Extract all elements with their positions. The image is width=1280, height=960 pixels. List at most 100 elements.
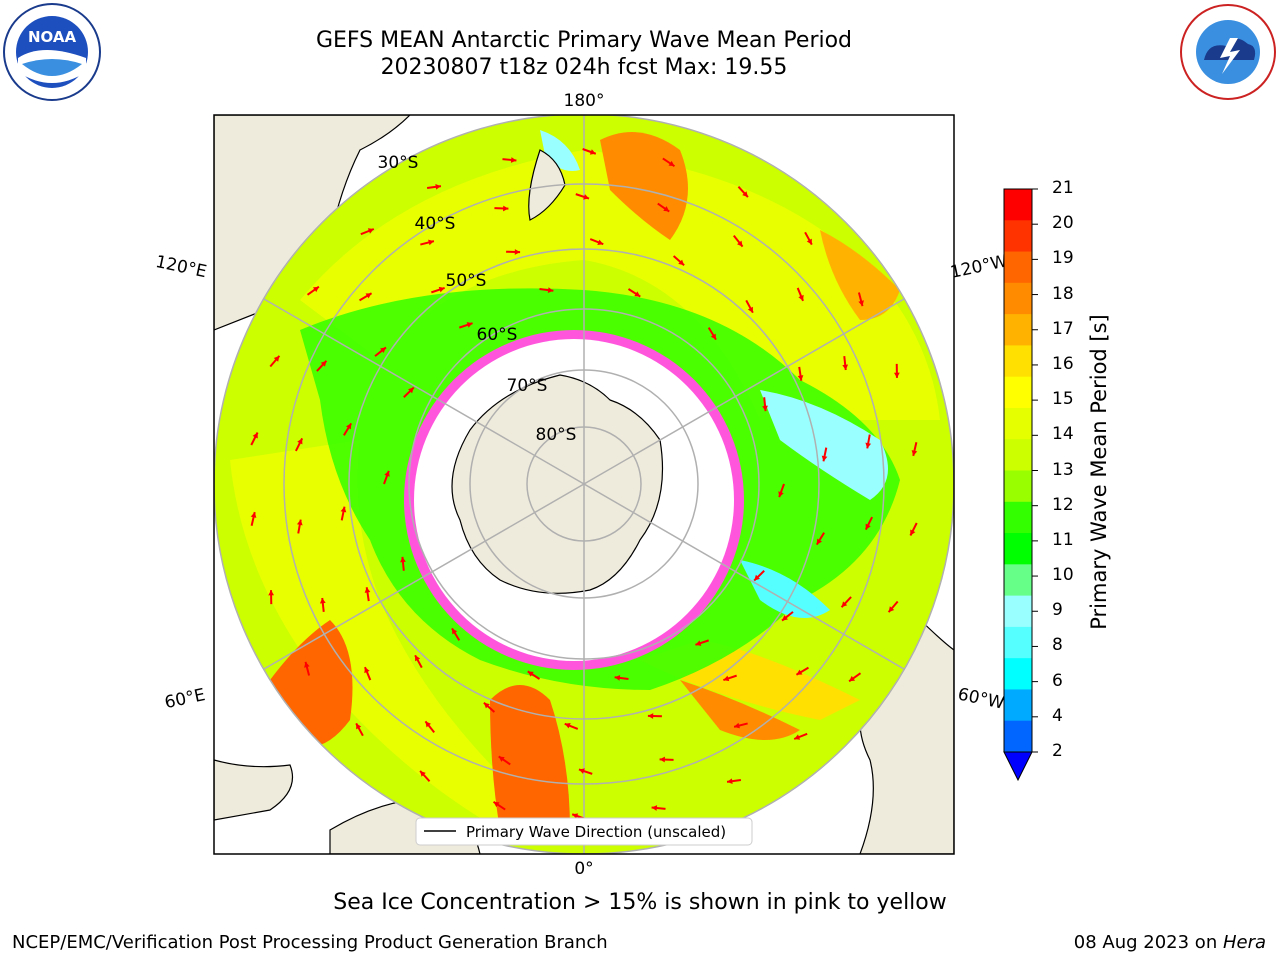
colorbar-title: Primary Wave Mean Period [s] — [1087, 314, 1111, 630]
wave-arrow-head — [345, 423, 352, 430]
wave-arrow-head — [420, 770, 426, 777]
colorbar-tick-label: 10 — [1052, 565, 1074, 586]
chart-title: GEFS MEAN Antarctic Primary Wave Mean Pe… — [315, 28, 853, 53]
wave-arrow-head — [466, 322, 473, 328]
wave-arrow-head — [578, 768, 585, 774]
wave-arrow-head — [320, 360, 327, 367]
wave-arrow-head — [498, 756, 505, 762]
wave-arrow-head — [806, 238, 812, 245]
wave-arrow-head — [597, 239, 604, 245]
wave-arrow-head — [514, 249, 521, 255]
colorbar-segment — [1004, 282, 1032, 315]
wave-arrow-head — [762, 405, 768, 412]
wave-arrow-head — [572, 813, 579, 819]
wave-arrow-head — [273, 355, 280, 362]
wave-arrow-head — [651, 805, 658, 811]
wave-arrow-head — [821, 455, 828, 462]
colorbar-segment — [1004, 376, 1032, 409]
wave-arrow-head — [589, 149, 596, 155]
wave-arrow-head — [503, 205, 509, 212]
lat-label-80s: 80°S — [536, 425, 577, 445]
wave-arrow-head — [510, 157, 517, 163]
wave-arrow-head — [797, 375, 804, 381]
lon-label-120e: 120°E — [154, 252, 209, 282]
legend-label: Primary Wave Direction (unscaled) — [466, 823, 726, 841]
colorbar-segment — [1004, 720, 1032, 753]
wave-arrow-head — [438, 286, 445, 293]
wave-arrow-head — [365, 293, 372, 299]
wave-arrow-head — [668, 160, 675, 167]
colorbar-tick-label: 13 — [1052, 459, 1074, 480]
colorbar-segment — [1004, 658, 1032, 690]
footer-date: 08 Aug 2023 on Hera — [1074, 932, 1266, 953]
wave-arrow-head — [727, 778, 733, 785]
wave-arrow-head — [384, 470, 390, 477]
colorbar-tick-label: 14 — [1052, 424, 1074, 445]
wave-arrow-head — [911, 450, 918, 456]
colorbar-segment — [1004, 595, 1032, 628]
wave-arrow-head — [634, 291, 641, 297]
colorbar-tick-label: 8 — [1052, 635, 1063, 656]
colorbar-tick-label: 21 — [1052, 178, 1074, 198]
wave-arrow-head — [737, 240, 743, 247]
footer-date-text: 08 Aug 2023 on — [1073, 932, 1223, 953]
map-frame — [213, 114, 955, 855]
colorbar-tick-label: 6 — [1052, 670, 1063, 691]
wave-arrow-head — [380, 347, 386, 353]
wave-arrow-head — [794, 734, 801, 740]
colorbar-extend-arrow — [1003, 751, 1033, 782]
wave-arrow-head — [547, 287, 554, 293]
sea-ice-caption: Sea Ice Concentration > 15% is shown in … — [333, 890, 947, 915]
land-madagascar — [214, 759, 294, 821]
wave-arrow-head — [849, 675, 856, 682]
wave-arrow-head — [564, 723, 571, 729]
colorbar-tick-label: 19 — [1052, 248, 1074, 269]
wave-arrow-head — [415, 655, 421, 662]
colorbar-segment — [1004, 626, 1032, 659]
wave-arrow-head — [428, 239, 434, 246]
colorbar-tick-label: 15 — [1052, 389, 1074, 410]
wave-arrow-head — [452, 628, 458, 635]
wave-arrow-head — [865, 523, 871, 530]
wave-arrow-head — [527, 671, 534, 677]
colorbar-segment — [1004, 407, 1032, 440]
wave-arrow-head — [842, 364, 849, 371]
wave-arrow-head — [297, 438, 303, 445]
lat-label-50s: 50°S — [446, 271, 487, 291]
wave-arrow-head — [425, 721, 431, 728]
colorbar-tick-label: 2 — [1052, 741, 1063, 761]
colorbar-segment — [1004, 533, 1032, 565]
map-legend: Primary Wave Direction (unscaled) — [415, 817, 753, 846]
wave-arrow-head — [268, 590, 274, 596]
wave-arrow-head — [312, 286, 319, 293]
wave-arrow-head — [319, 597, 326, 604]
lat-label-30s: 30°S — [378, 153, 419, 173]
colorbar-segment — [1004, 470, 1032, 503]
wave-arrow-head — [663, 206, 670, 212]
wave-arrow-head — [356, 723, 362, 730]
wave-arrow-head — [742, 191, 748, 198]
wave-arrow-head — [252, 432, 258, 439]
wave-arrow-head — [367, 228, 374, 234]
wave-arrow-head — [493, 801, 500, 808]
wave-arrow-head — [304, 661, 310, 668]
colorbar-tick-label: 17 — [1052, 318, 1074, 339]
wave-arrow-head — [340, 506, 347, 513]
wave-arrow-head — [364, 587, 371, 593]
colorbar-segment — [1004, 689, 1032, 722]
colorbar-tick-label: 16 — [1052, 353, 1074, 374]
footer-host: Hera — [1222, 932, 1266, 953]
wave-arrow-head — [798, 294, 804, 301]
colorbar-segment — [1004, 314, 1032, 346]
wave-arrow-head — [678, 259, 685, 266]
wave-arrow-head — [796, 669, 803, 675]
wave-arrow-head — [710, 333, 716, 340]
wave-arrow-head — [841, 601, 848, 608]
colorbar-segment — [1004, 345, 1032, 378]
wave-arrow-head — [408, 387, 414, 394]
lat-label-60s: 60°S — [477, 325, 518, 345]
lon-label-60w: 60°W — [956, 684, 1006, 713]
nws-logo — [1178, 2, 1278, 102]
wave-arrow-head — [723, 675, 730, 682]
chart-subtitle: 20230807 t18z 024h fcst Max: 19.55 — [380, 55, 788, 80]
